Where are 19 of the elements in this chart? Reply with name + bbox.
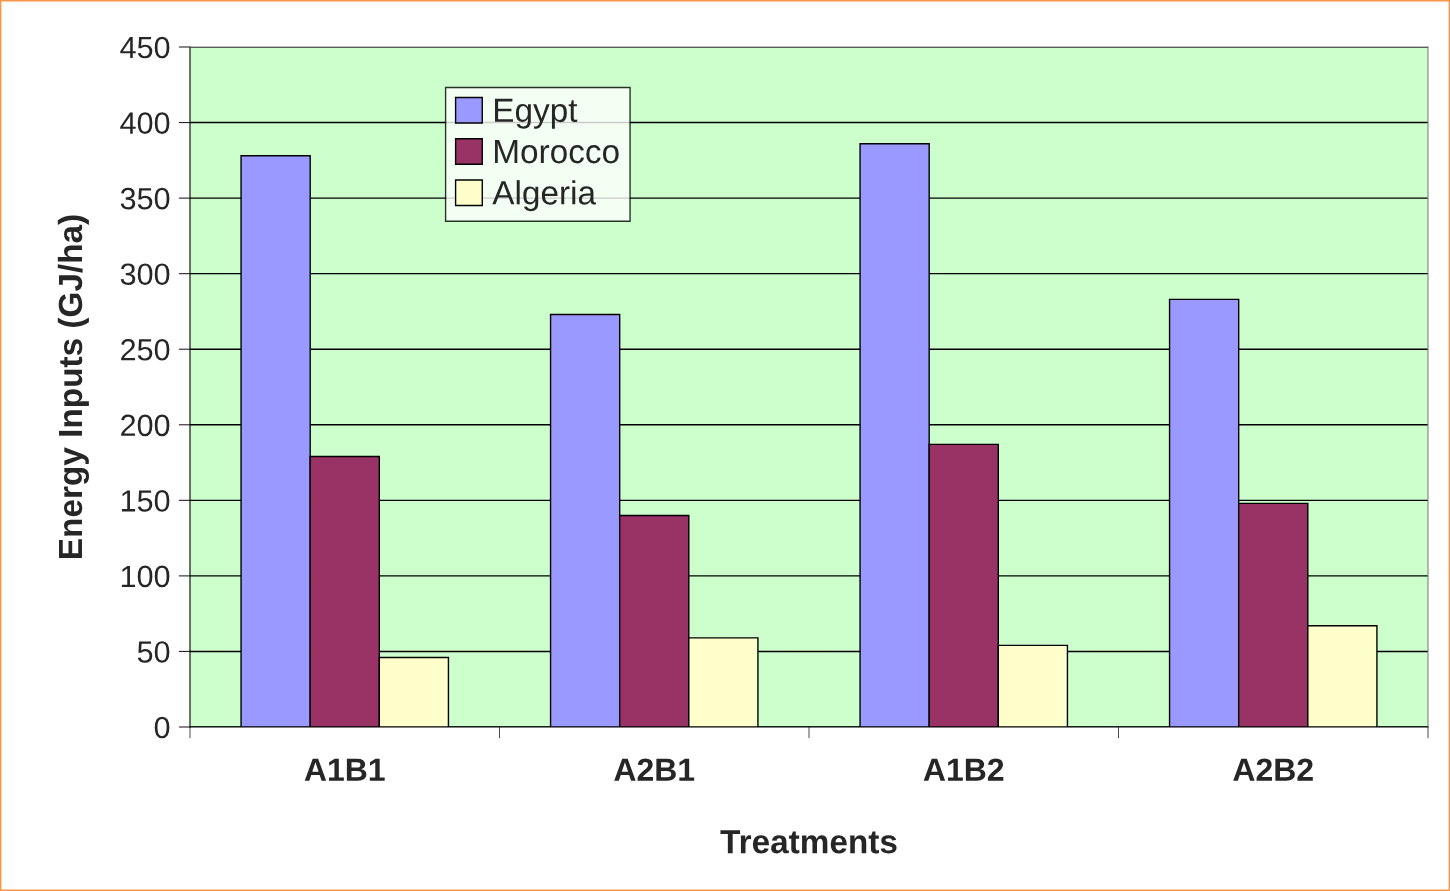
x-tick-label: A2B1 bbox=[614, 758, 695, 781]
x-axis-title: Treatments bbox=[720, 830, 897, 854]
legend-label: Algeria bbox=[492, 180, 597, 212]
y-tick-label: 100 bbox=[121, 565, 170, 588]
y-tick-label: 0 bbox=[154, 716, 170, 739]
y-tick-label: 450 bbox=[120, 36, 170, 59]
y-axis-title: Energy Inputs (GJ/ha) bbox=[57, 215, 90, 558]
y-tick-label: 300 bbox=[120, 263, 170, 286]
x-tick-label: A1B2 bbox=[923, 758, 1004, 781]
y-tick-label: 350 bbox=[120, 187, 170, 210]
y-tick-label: 50 bbox=[137, 641, 170, 663]
x-tick-label: A1B1 bbox=[304, 758, 385, 781]
legend-label: Morocco bbox=[495, 140, 619, 164]
y-tick-label: 200 bbox=[121, 414, 170, 437]
y-tick-label: 400 bbox=[120, 112, 170, 134]
legend-label: Egypt bbox=[495, 98, 578, 129]
y-tick-label: 150 bbox=[121, 490, 170, 512]
x-tick-label: A2B2 bbox=[1233, 758, 1313, 781]
y-tick-label: 250 bbox=[121, 338, 170, 361]
